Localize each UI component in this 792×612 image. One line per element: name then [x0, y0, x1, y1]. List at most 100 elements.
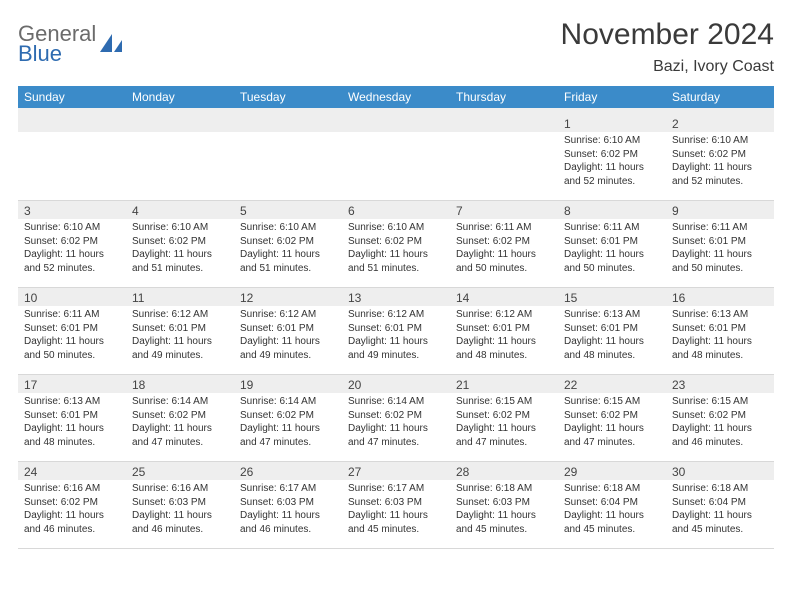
- sunset-text: Sunset: 6:02 PM: [456, 409, 552, 423]
- day-cell: 29Sunrise: 6:18 AMSunset: 6:04 PMDayligh…: [558, 462, 666, 548]
- day-number: 10: [18, 288, 126, 306]
- sunrise-text: Sunrise: 6:12 AM: [132, 308, 228, 322]
- daylight-text: Daylight: 11 hours and 47 minutes.: [564, 422, 660, 449]
- day-content: Sunrise: 6:11 AMSunset: 6:02 PMDaylight:…: [450, 219, 558, 279]
- day-cell: 26 Sunrise: 6:17 AMSunset: 6:03 PMDayligh…: [234, 462, 342, 548]
- day-number: 13: [342, 288, 450, 306]
- weekday-header: Sunday: [18, 86, 126, 108]
- day-number: 28: [450, 462, 558, 480]
- brand-sail-icon: [98, 32, 126, 56]
- day-cell: 13Sunrise: 6:12 AMSunset: 6:01 PMDayligh…: [342, 288, 450, 374]
- day-content: Sunrise: 6:12 AMSunset: 6:01 PMDaylight:…: [450, 306, 558, 366]
- day-number: 4: [126, 201, 234, 219]
- sunrise-text: Sunrise: 6:12 AM: [456, 308, 552, 322]
- sunrise-text: Sunrise: 6:11 AM: [564, 221, 660, 235]
- sunrise-text: Sunrise: 6:18 AM: [456, 482, 552, 496]
- sunrise-text: Sunrise: 6:14 AM: [240, 395, 336, 409]
- day-number: 21: [450, 375, 558, 393]
- day-cell: 25Sunrise: 6:16 AMSunset: 6:03 PMDayligh…: [126, 462, 234, 548]
- weeks-container: 1Sunrise: 6:10 AMSunset: 6:02 PMDaylight…: [18, 114, 774, 549]
- day-content: Sunrise: 6:10 AMSunset: 6:02 PMDaylight:…: [126, 219, 234, 279]
- day-number: 6: [342, 201, 450, 219]
- daylight-text: Daylight: 11 hours and 51 minutes.: [132, 248, 228, 275]
- sunrise-text: Sunrise: 6:18 AM: [564, 482, 660, 496]
- sunrise-text: Sunrise: 6:16 AM: [132, 482, 228, 496]
- weekday-header: Wednesday: [342, 86, 450, 108]
- day-cell: 6Sunrise: 6:10 AMSunset: 6:02 PMDaylight…: [342, 201, 450, 287]
- sunset-text: Sunset: 6:01 PM: [348, 322, 444, 336]
- day-content: Sunrise: 6:14 AMSunset: 6:02 PMDaylight:…: [234, 393, 342, 453]
- sunrise-text: Sunrise: 6:11 AM: [456, 221, 552, 235]
- day-content: Sunrise: 6:12 AMSunset: 6:01 PMDaylight:…: [126, 306, 234, 366]
- sunset-text: Sunset: 6:02 PM: [132, 409, 228, 423]
- day-cell: [18, 114, 126, 200]
- day-cell: 10Sunrise: 6:11 AMSunset: 6:01 PMDayligh…: [18, 288, 126, 374]
- day-number: 9: [666, 201, 774, 219]
- week-row: 24Sunrise: 6:16 AMSunset: 6:02 PMDayligh…: [18, 462, 774, 549]
- week-row: 1 Sunrise: 6:10 AMSunset: 6:02 PM Daylight…: [18, 114, 774, 201]
- daylight-text: Daylight: 11 hours and 52 minutes.: [564, 161, 660, 188]
- sunrise-text: Sunrise: 6:11 AM: [24, 308, 120, 322]
- sunset-text: Sunset: 6:01 PM: [132, 322, 228, 336]
- daylight-text: Daylight: 11 hours and 46 minutes.: [240, 509, 336, 536]
- daylight-text: Daylight: 11 hours and 47 minutes.: [240, 422, 336, 449]
- week-row: 3Sunrise: 6:10 AMSunset: 6:02 PMDaylight…: [18, 201, 774, 288]
- sunset-text: Sunset: 6:01 PM: [24, 322, 120, 336]
- day-content: Sunrise: 6:14 AMSunset: 6:02 PMDaylight:…: [126, 393, 234, 453]
- day-number: 27: [342, 462, 450, 480]
- sunset-text: Sunset: 6:03 PM: [240, 496, 336, 510]
- day-number: 2: [666, 114, 774, 132]
- day-content: Sunrise: 6:10 AMSunset: 6:02 PMDaylight:…: [234, 219, 342, 279]
- sunset-text: Sunset: 6:02 PM: [348, 409, 444, 423]
- sunset-text: Sunset: 6:01 PM: [240, 322, 336, 336]
- sunrise-text: Sunrise: 6:17 AM: [240, 482, 336, 496]
- sunset-text: Sunset: 6:02 PM: [24, 235, 120, 249]
- day-content: Sunrise: 6:18 AMSunset: 6:03 PMDaylight:…: [450, 480, 558, 540]
- day-cell: 20Sunrise: 6:14 AMSunset: 6:02 PMDayligh…: [342, 375, 450, 461]
- day-cell: 11Sunrise: 6:12 AMSunset: 6:01 PMDayligh…: [126, 288, 234, 374]
- day-content: Sunrise: 6:11 AMSunset: 6:01 PMDaylight:…: [558, 219, 666, 279]
- day-cell: 4Sunrise: 6:10 AMSunset: 6:02 PMDaylight…: [126, 201, 234, 287]
- sunset-text: Sunset: 6:02 PM: [564, 409, 660, 423]
- day-cell: 22Sunrise: 6:15 AMSunset: 6:02 PMDayligh…: [558, 375, 666, 461]
- daylight-text: Daylight: 11 hours and 45 minutes.: [672, 509, 768, 536]
- day-number: 14: [450, 288, 558, 306]
- day-number: 23: [666, 375, 774, 393]
- weekday-header: Friday: [558, 86, 666, 108]
- day-number: 7: [450, 201, 558, 219]
- day-cell: 16Sunrise: 6:13 AMSunset: 6:01 PMDayligh…: [666, 288, 774, 374]
- daylight-text: Daylight: 11 hours and 48 minutes.: [672, 335, 768, 362]
- day-number: 26: [234, 462, 342, 480]
- day-cell: 8Sunrise: 6:11 AMSunset: 6:01 PMDaylight…: [558, 201, 666, 287]
- daylight-text: Daylight: 11 hours and 49 minutes.: [348, 335, 444, 362]
- day-cell: [126, 114, 234, 200]
- sunset-text: Sunset: 6:02 PM: [672, 148, 768, 162]
- day-number: [342, 114, 450, 132]
- day-content: Sunrise: 6:14 AMSunset: 6:02 PMDaylight:…: [342, 393, 450, 453]
- day-cell: 12Sunrise: 6:12 AMSunset: 6:01 PMDayligh…: [234, 288, 342, 374]
- day-cell: 21Sunrise: 6:15 AMSunset: 6:02 PMDayligh…: [450, 375, 558, 461]
- sunrise-text: Sunrise: 6:10 AM: [672, 134, 768, 148]
- day-number: [126, 114, 234, 132]
- sunset-text: Sunset: 6:01 PM: [456, 322, 552, 336]
- daylight-text: Daylight: 11 hours and 50 minutes.: [564, 248, 660, 275]
- day-number: 19: [234, 375, 342, 393]
- sunrise-text: Sunrise: 6:16 AM: [24, 482, 120, 496]
- sunrise-text: Sunrise: 6:13 AM: [24, 395, 120, 409]
- day-number: 1: [558, 114, 666, 132]
- day-content: Sunrise: 6:13 AMSunset: 6:01 PMDaylight:…: [18, 393, 126, 453]
- sunrise-text: Sunrise: 6:17 AM: [348, 482, 444, 496]
- day-cell: 9Sunrise: 6:11 AMSunset: 6:01 PMDaylight…: [666, 201, 774, 287]
- day-cell: 24Sunrise: 6:16 AMSunset: 6:02 PMDayligh…: [18, 462, 126, 548]
- sunset-text: Sunset: 6:04 PM: [672, 496, 768, 510]
- sunrise-text: Sunrise: 6:13 AM: [564, 308, 660, 322]
- day-content: Sunrise: 6:13 AMSunset: 6:01 PMDaylight:…: [558, 306, 666, 366]
- day-number: [450, 114, 558, 132]
- daylight-text: Daylight: 11 hours and 48 minutes.: [564, 335, 660, 362]
- daylight-text: Daylight: 11 hours and 49 minutes.: [240, 335, 336, 362]
- sunrise-text: Sunrise: 6:15 AM: [456, 395, 552, 409]
- sunset-text: Sunset: 6:01 PM: [24, 409, 120, 423]
- weekday-header: Saturday: [666, 86, 774, 108]
- day-number: 15: [558, 288, 666, 306]
- day-cell: 18Sunrise: 6:14 AMSunset: 6:02 PMDayligh…: [126, 375, 234, 461]
